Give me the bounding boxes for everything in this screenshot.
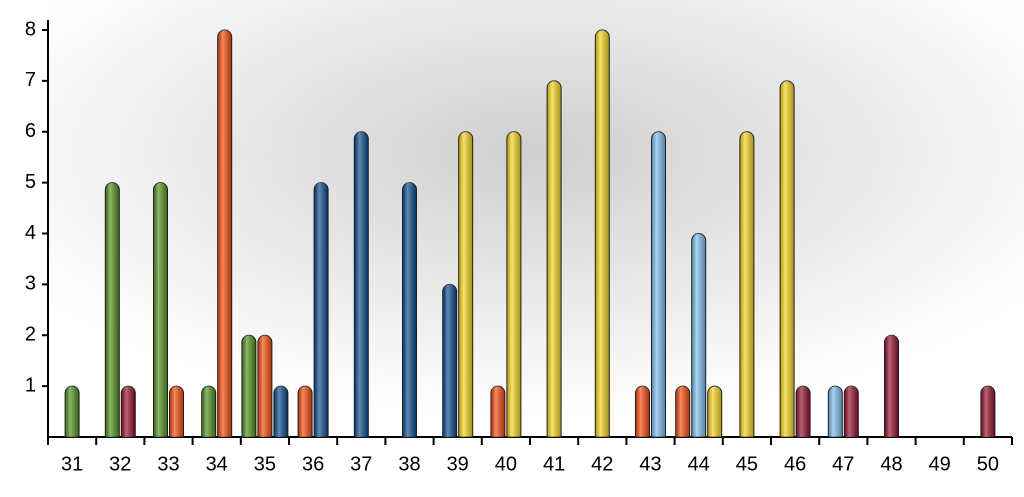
x-tick-label: 48 [880,453,902,475]
bar-shade [458,131,473,438]
bar [241,334,257,438]
bar-shade [153,182,168,437]
bar-shade [121,386,136,437]
bar-shade [201,386,216,437]
bar-shade [298,386,313,437]
bar-shade [442,284,457,437]
bar [402,182,417,438]
bar [827,385,843,438]
bar [843,385,859,438]
bar [458,131,474,438]
bar-shade [635,386,650,437]
x-tick-label: 36 [302,453,324,475]
bar-shade [547,80,562,437]
bar-shade [490,386,505,437]
bar-shade [105,182,120,437]
bar-shade [506,131,521,437]
bar [594,29,610,438]
x-tick-label: 35 [254,453,276,475]
x-tick-label: 44 [688,453,710,475]
bar [217,29,233,438]
y-tick-label: 1 [25,374,36,396]
x-tick-label: 38 [398,453,420,475]
bar-shade [169,386,184,437]
bar-shade [884,335,899,437]
x-tick-label: 50 [977,453,999,475]
bar-shade [691,233,706,437]
bar-shade [354,131,369,438]
bar-shade [402,182,417,437]
bar [707,385,723,438]
bar-shade [780,80,795,437]
x-tick-label: 47 [832,453,854,475]
bar [779,80,795,438]
x-tick-label: 31 [61,453,83,475]
plot-background [48,0,1024,437]
x-tick-label: 39 [447,453,469,475]
bar-shade [651,131,666,438]
bar [120,385,136,438]
bar-shade [675,386,690,437]
x-tick-label: 32 [109,453,131,475]
y-tick-label: 7 [25,69,36,91]
bar-shade [980,386,995,437]
x-tick-label: 46 [784,453,806,475]
y-tick-label: 5 [25,171,36,193]
x-tick-label: 45 [736,453,758,475]
x-tick-label: 34 [206,453,228,475]
x-tick-label: 42 [591,453,613,475]
bar-shade [314,182,329,437]
bar-shade [739,131,754,438]
bar-shade [273,386,288,437]
bar-shade [796,386,811,437]
bar-shade [65,386,80,437]
bar [675,385,691,438]
x-tick-label: 43 [639,453,661,475]
bar-shade [828,386,843,437]
bar-shade [707,386,722,437]
y-tick-label: 4 [25,222,36,244]
bar-shade [257,335,272,437]
y-tick-label: 2 [25,324,36,346]
bar-shade [217,30,232,438]
bar [313,182,329,438]
bar [506,131,522,438]
bar [257,334,273,438]
bar-shade [595,30,610,438]
bar [104,182,120,438]
bar [169,385,184,438]
x-tick-label: 40 [495,453,517,475]
bar [980,385,996,438]
x-tick-label: 49 [929,453,951,475]
bar [651,131,666,438]
bar [273,385,289,438]
bar [795,385,811,438]
bar [546,80,562,438]
y-tick-label: 8 [25,18,36,40]
y-tick-label: 3 [25,273,36,295]
x-tick-label: 41 [543,453,565,475]
bar [64,385,80,438]
bar [297,385,313,438]
bar-shade [241,335,256,437]
x-tick-label: 37 [350,453,372,475]
bar [635,385,650,438]
bar-shade [844,386,859,437]
bar [884,334,899,438]
bar [153,182,168,438]
bar [442,283,458,438]
bar [739,131,755,438]
bar [691,233,707,438]
x-tick-label: 33 [157,453,179,475]
bar [490,385,506,438]
y-tick-label: 6 [25,120,36,142]
bar [353,131,369,438]
bar [201,385,217,438]
